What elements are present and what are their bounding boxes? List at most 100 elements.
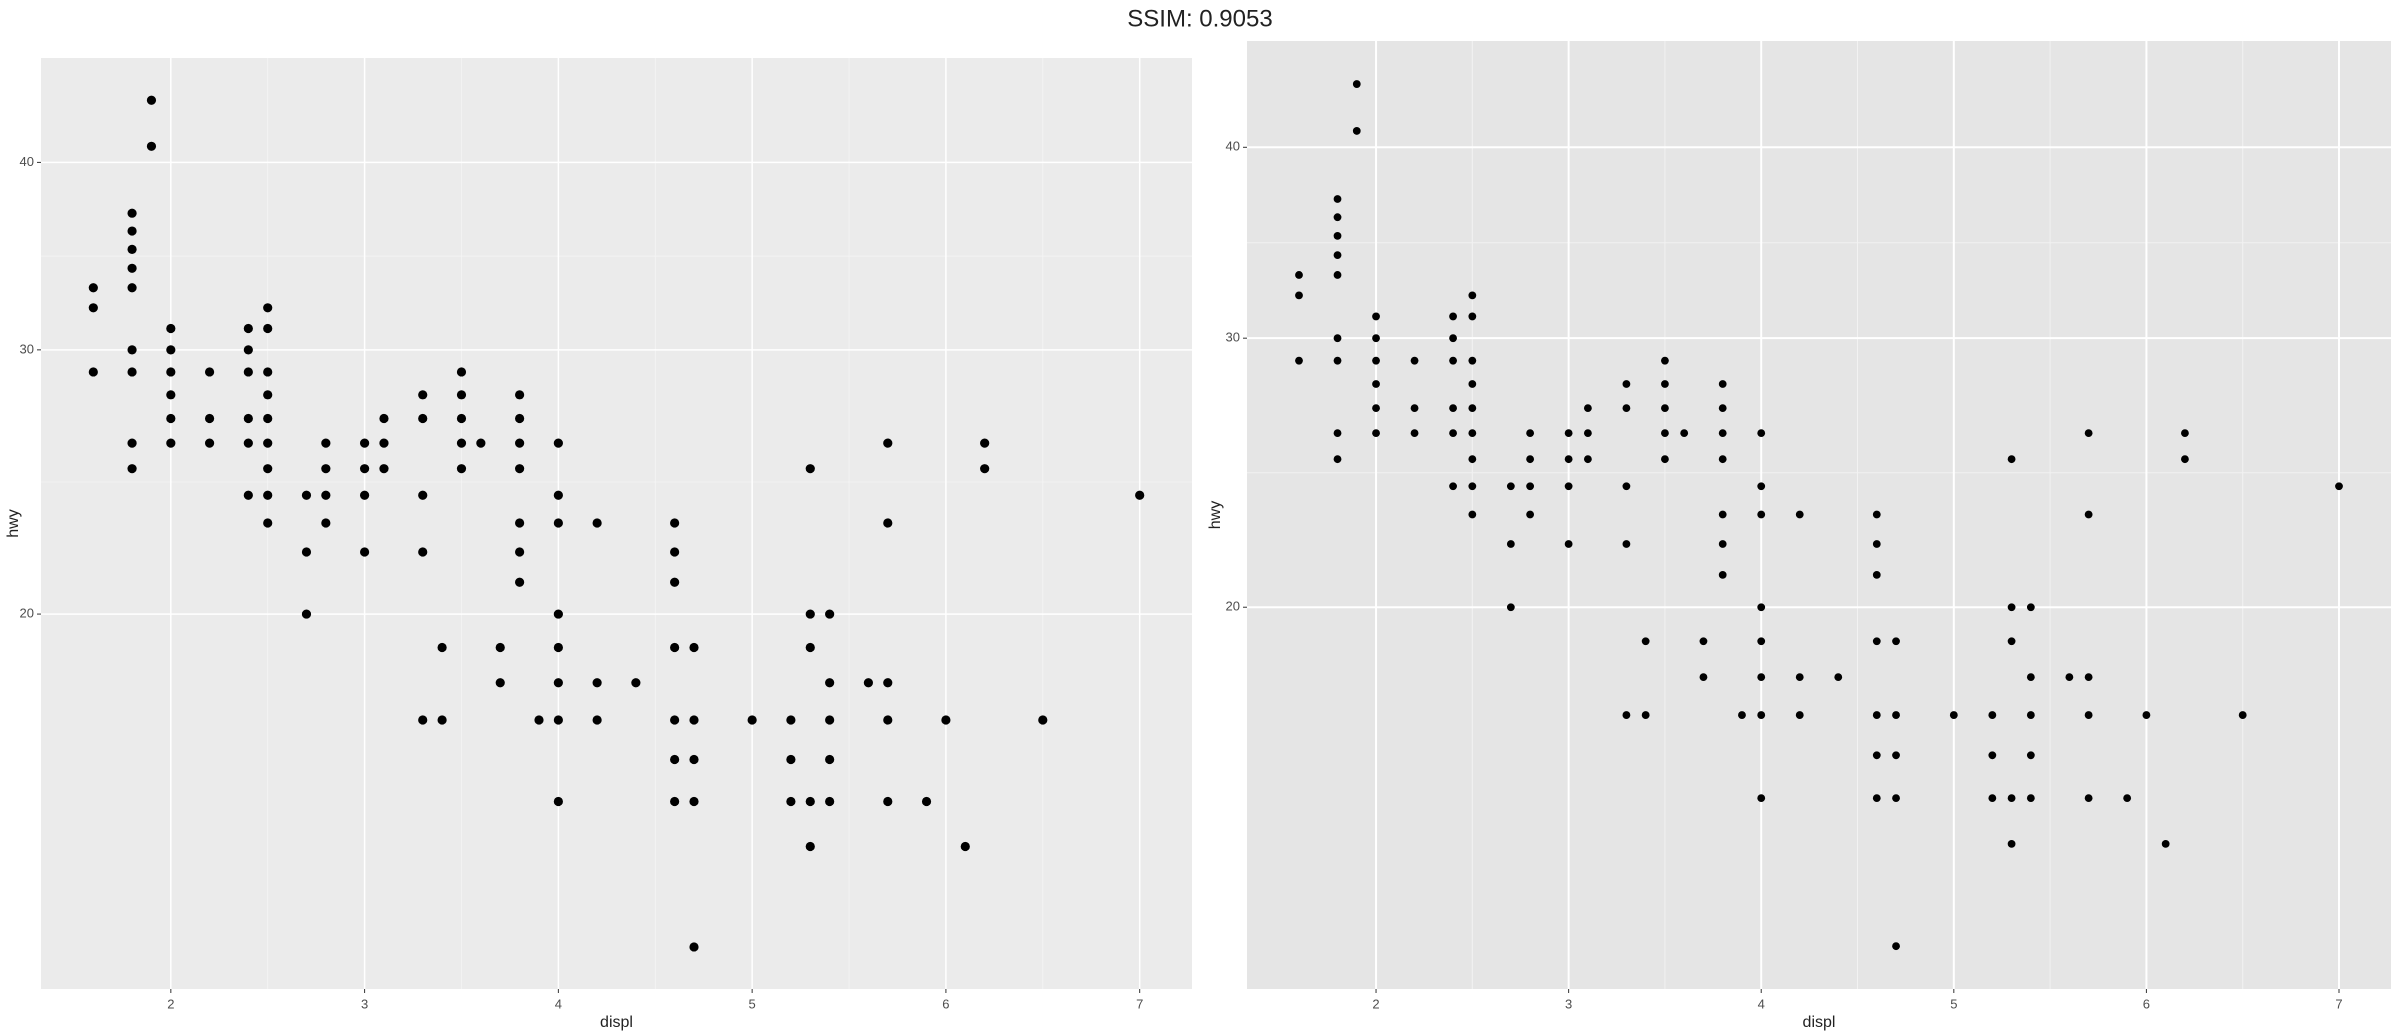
point <box>1038 715 1048 725</box>
point <box>263 464 273 474</box>
point <box>456 367 467 377</box>
point <box>2026 794 2035 803</box>
x-tick-label: 3 <box>1565 996 1572 1011</box>
point <box>1333 271 1342 279</box>
point <box>1622 380 1631 388</box>
point <box>1661 356 1669 365</box>
point <box>2084 510 2093 519</box>
point <box>1135 490 1145 500</box>
point <box>263 438 273 448</box>
point <box>301 609 312 619</box>
x-tick-label: 7 <box>1136 996 1143 1011</box>
point <box>592 518 602 528</box>
point <box>2142 711 2151 719</box>
point <box>379 464 389 474</box>
point <box>747 715 757 725</box>
point <box>825 715 835 725</box>
point <box>1333 213 1342 222</box>
point <box>1680 429 1689 438</box>
point <box>204 413 215 424</box>
point <box>2084 794 2093 803</box>
point <box>1892 751 1900 760</box>
point <box>553 678 563 688</box>
point <box>127 438 137 448</box>
point <box>1564 429 1573 438</box>
x-tick-label: 4 <box>1758 996 1765 1011</box>
point <box>1468 356 1477 365</box>
point <box>127 345 137 355</box>
point <box>379 438 389 448</box>
point <box>805 642 815 653</box>
point <box>1892 637 1900 646</box>
point <box>263 390 273 400</box>
point <box>689 796 699 807</box>
point <box>553 715 563 725</box>
point <box>166 413 176 424</box>
point <box>1333 334 1342 343</box>
y-tick-label: 30 <box>1226 330 1240 345</box>
point <box>456 413 467 424</box>
point <box>166 438 176 448</box>
point <box>1468 291 1477 300</box>
point <box>1372 380 1380 388</box>
point <box>456 464 467 474</box>
point <box>515 413 525 424</box>
point <box>1622 711 1631 719</box>
point <box>980 464 990 474</box>
point <box>359 464 370 474</box>
panel-background <box>41 58 1192 989</box>
point <box>1372 404 1380 412</box>
point <box>1718 540 1727 548</box>
point <box>88 283 98 293</box>
point <box>166 367 176 377</box>
point <box>1526 455 1535 464</box>
point <box>1468 312 1477 321</box>
point <box>1949 711 1958 719</box>
point <box>1506 540 1515 548</box>
point <box>805 796 815 807</box>
point <box>1641 637 1650 646</box>
point <box>1757 603 1766 612</box>
point <box>883 678 893 688</box>
point <box>437 642 447 653</box>
point <box>88 303 98 313</box>
point <box>2084 429 2093 438</box>
point <box>670 796 680 807</box>
point <box>670 715 680 725</box>
point <box>689 715 699 725</box>
point <box>825 609 835 619</box>
point <box>1449 312 1457 321</box>
point <box>263 518 273 528</box>
point <box>670 642 680 653</box>
point <box>1526 429 1535 438</box>
point <box>1564 482 1573 491</box>
point <box>1333 195 1342 203</box>
point <box>1795 510 1804 519</box>
y-tick-label: 20 <box>20 606 34 621</box>
point <box>1449 404 1457 412</box>
point <box>418 547 428 557</box>
point <box>980 438 990 448</box>
point <box>515 390 525 400</box>
point <box>592 678 602 688</box>
point <box>1468 404 1477 412</box>
point <box>825 796 835 807</box>
point <box>2238 711 2247 719</box>
point <box>1352 80 1361 88</box>
point <box>146 95 157 105</box>
point <box>1372 429 1380 438</box>
point <box>1564 540 1573 548</box>
point <box>515 547 525 557</box>
point <box>379 413 389 424</box>
point <box>1661 429 1669 438</box>
point <box>1757 711 1766 719</box>
point <box>1988 794 1997 803</box>
point <box>1468 429 1477 438</box>
point <box>1410 356 1419 365</box>
point <box>2007 794 2016 803</box>
point <box>1410 404 1419 412</box>
point <box>1468 482 1477 491</box>
point <box>1622 404 1631 412</box>
point <box>1872 637 1881 646</box>
